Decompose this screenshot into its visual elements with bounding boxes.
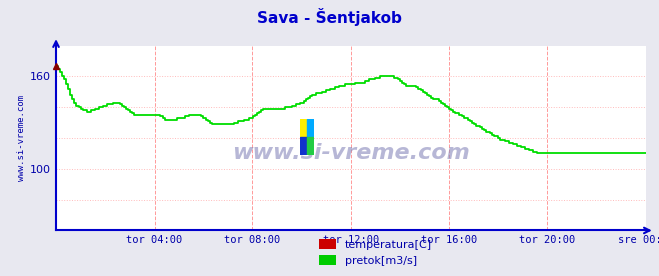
Text: www.si-vreme.com: www.si-vreme.com [232,143,470,163]
Bar [307,137,314,155]
Text: Sava - Šentjakob: Sava - Šentjakob [257,8,402,26]
Y-axis label: www.si-vreme.com: www.si-vreme.com [17,95,26,181]
Bar [307,119,314,137]
Bar [300,119,307,137]
Legend: temperatura[C], pretok[m3/s]: temperatura[C], pretok[m3/s] [315,234,436,270]
Bar [300,137,307,155]
